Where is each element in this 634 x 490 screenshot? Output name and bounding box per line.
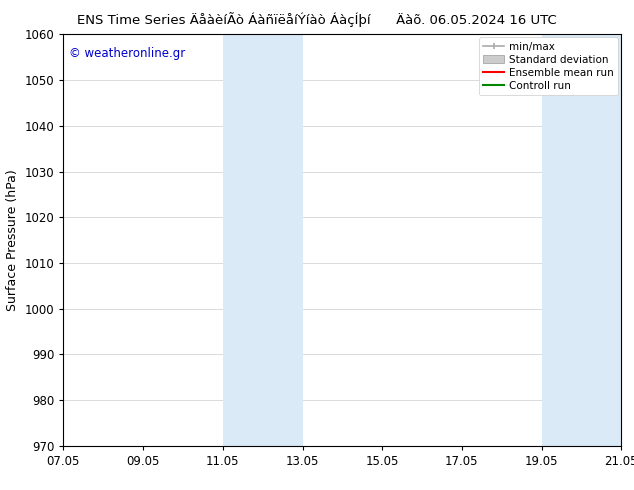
Legend: min/max, Standard deviation, Ensemble mean run, Controll run: min/max, Standard deviation, Ensemble me… — [479, 37, 618, 95]
Bar — [223, 34, 302, 446]
Text: ENS Time Series ÄåàèíÃò ÁàñïëåíÝíàò ÁàçÍþí      Äàõ. 06.05.2024 16 UTC: ENS Time Series ÄåàèíÃò ÁàñïëåíÝíàò ÁàçÍ… — [77, 12, 557, 27]
Bar — [541, 34, 621, 446]
Text: © weatheronline.gr: © weatheronline.gr — [69, 47, 185, 60]
Y-axis label: Surface Pressure (hPa): Surface Pressure (hPa) — [6, 169, 19, 311]
